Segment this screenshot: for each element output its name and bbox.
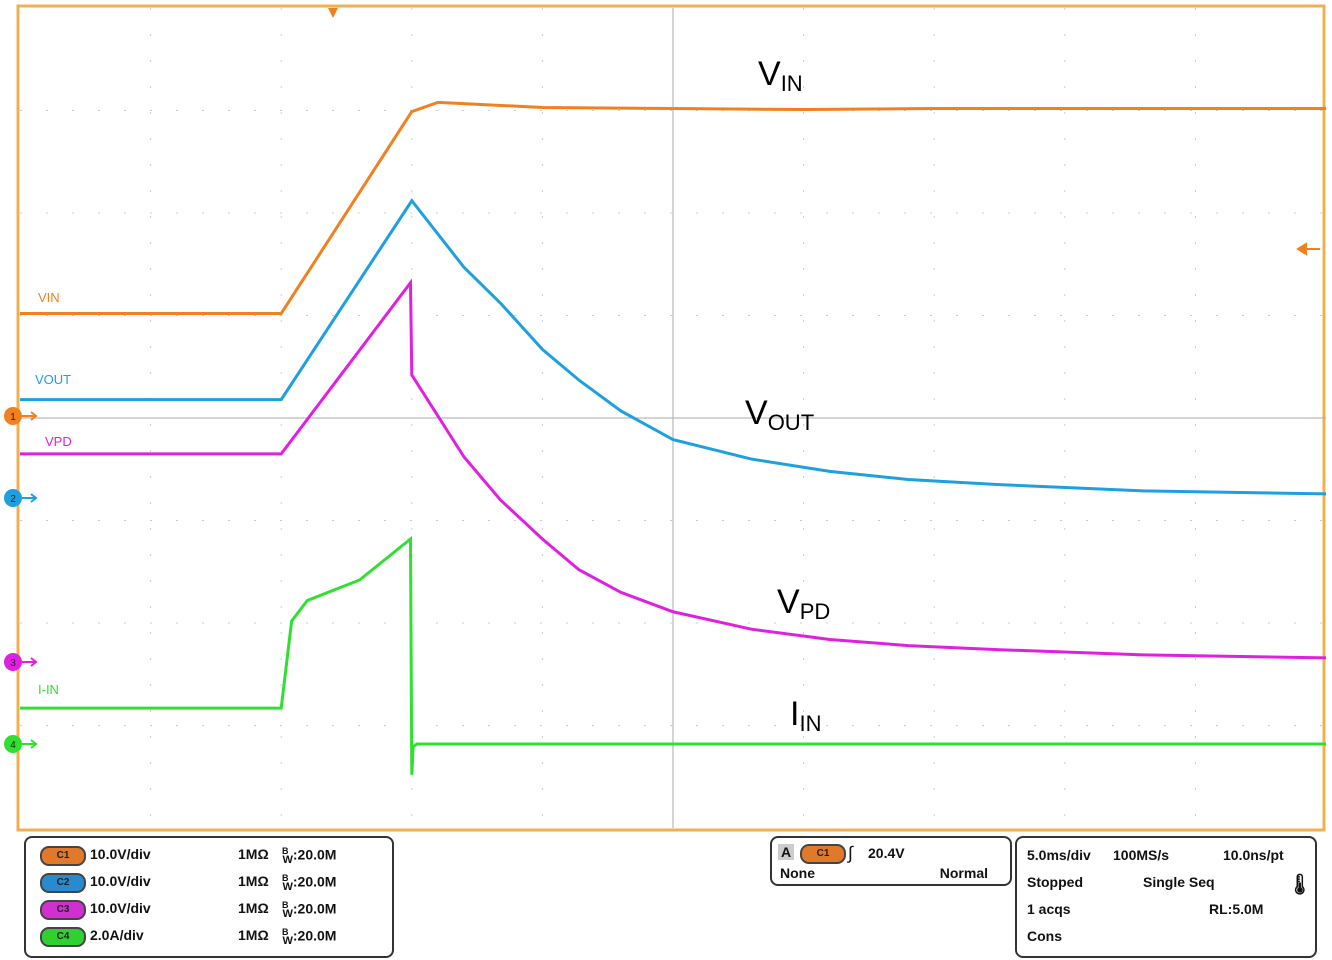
bw-b: B [282, 873, 289, 883]
ground-marker-number: 1 [10, 412, 16, 423]
ground-marker-number: 4 [10, 740, 16, 751]
bw-value: :20.0M [292, 900, 337, 917]
resolution: 10.0ns/pt [1223, 847, 1284, 863]
record-length: RL:5.0M [1209, 901, 1264, 917]
ground-arrow-icon [22, 657, 38, 667]
trigger-level: 20.4V [868, 845, 905, 861]
graticule [20, 8, 1326, 828]
ground-arrow-icon [22, 493, 38, 503]
bw-value: :20.0M [292, 927, 337, 944]
ground-marker-ch4[interactable] [4, 735, 22, 753]
rising-edge-icon: ∫ [848, 843, 853, 863]
bw-b: B [282, 900, 289, 910]
channel-bandwidth: BW:20.0M [282, 846, 336, 866]
ground-marker-ch1[interactable] [4, 407, 22, 425]
bw-w: W [282, 935, 293, 948]
ground-arrow-icon [22, 411, 38, 421]
channel-pill-1[interactable]: C1 [40, 846, 86, 866]
bw-value: :20.0M [292, 846, 337, 863]
acq-count: 1 acqs [1027, 901, 1071, 917]
annotation-vout: VOUT [745, 394, 814, 435]
channel-scale: 10.0V/div [90, 846, 151, 862]
trace-label: VIN [38, 290, 60, 305]
acq-mode: Single Seq [1143, 874, 1215, 890]
trace-label: VPD [45, 434, 72, 449]
ground-arrow-icon [22, 739, 38, 749]
trace-label: VOUT [35, 372, 71, 387]
bw-w: W [282, 881, 293, 894]
trigger-panel: A C1 ∫ 20.4V None Normal [770, 836, 1012, 886]
bw-value: :20.0M [292, 873, 337, 890]
trigger-mode-left: None [780, 865, 815, 881]
channel-pill-3[interactable]: C3 [40, 900, 86, 920]
ground-marker-number: 3 [10, 658, 16, 669]
channel-bandwidth: BW:20.0M [282, 927, 336, 947]
bw-w: W [282, 908, 293, 921]
ground-marker-ch2[interactable] [4, 489, 22, 507]
bw-w: W [282, 854, 293, 867]
timebase: 5.0ms/div [1027, 847, 1091, 863]
channel-scale: 2.0A/div [90, 927, 144, 943]
ground-marker-ch3[interactable] [4, 653, 22, 671]
trace-vpd [20, 278, 1327, 660]
thermometer-icon: 🌡 [1287, 874, 1313, 896]
channel-impedance: 1MΩ [238, 873, 269, 889]
annotation-i-in: IIN [790, 695, 821, 736]
channel-pill-4[interactable]: C4 [40, 927, 86, 947]
trigger-position-marker[interactable] [328, 8, 338, 18]
sample-rate: 100MS/s [1113, 847, 1170, 863]
trigger-label: A [778, 844, 795, 860]
channel-bandwidth: BW:20.0M [282, 900, 336, 920]
ground-marker-number: 2 [10, 494, 16, 505]
trigger-mode-right: Normal [939, 865, 988, 881]
trigger-source-pill[interactable]: C1 [800, 844, 846, 864]
channel-bandwidth: BW:20.0M [282, 873, 336, 893]
trace-vin [20, 100, 1326, 315]
acq-state: Stopped [1027, 874, 1083, 890]
annotation-vin: VIN [758, 55, 803, 96]
annotation-vpd: VPD [777, 583, 830, 624]
channel-impedance: 1MΩ [238, 900, 269, 916]
cons-label: Cons [1027, 928, 1062, 944]
channel-pill-2[interactable]: C2 [40, 873, 86, 893]
trigger-level-marker[interactable] [1296, 242, 1320, 256]
channel-scale: 10.0V/div [90, 873, 151, 889]
trace-label: I-IN [38, 682, 59, 697]
trace-vout [20, 198, 1327, 496]
bw-b: B [282, 846, 289, 856]
acquisition-panel: 5.0ms/div 100MS/s 10.0ns/pt Stopped Sing… [1015, 836, 1317, 958]
channel-impedance: 1MΩ [238, 846, 269, 862]
bw-b: B [282, 927, 289, 937]
channel-panel: C1 10.0V/div 1MΩ BW:20.0M C2 10.0V/div 1M… [24, 836, 394, 958]
channel-impedance: 1MΩ [238, 927, 269, 943]
trace-i-in [20, 535, 1326, 775]
channel-scale: 10.0V/div [90, 900, 151, 916]
